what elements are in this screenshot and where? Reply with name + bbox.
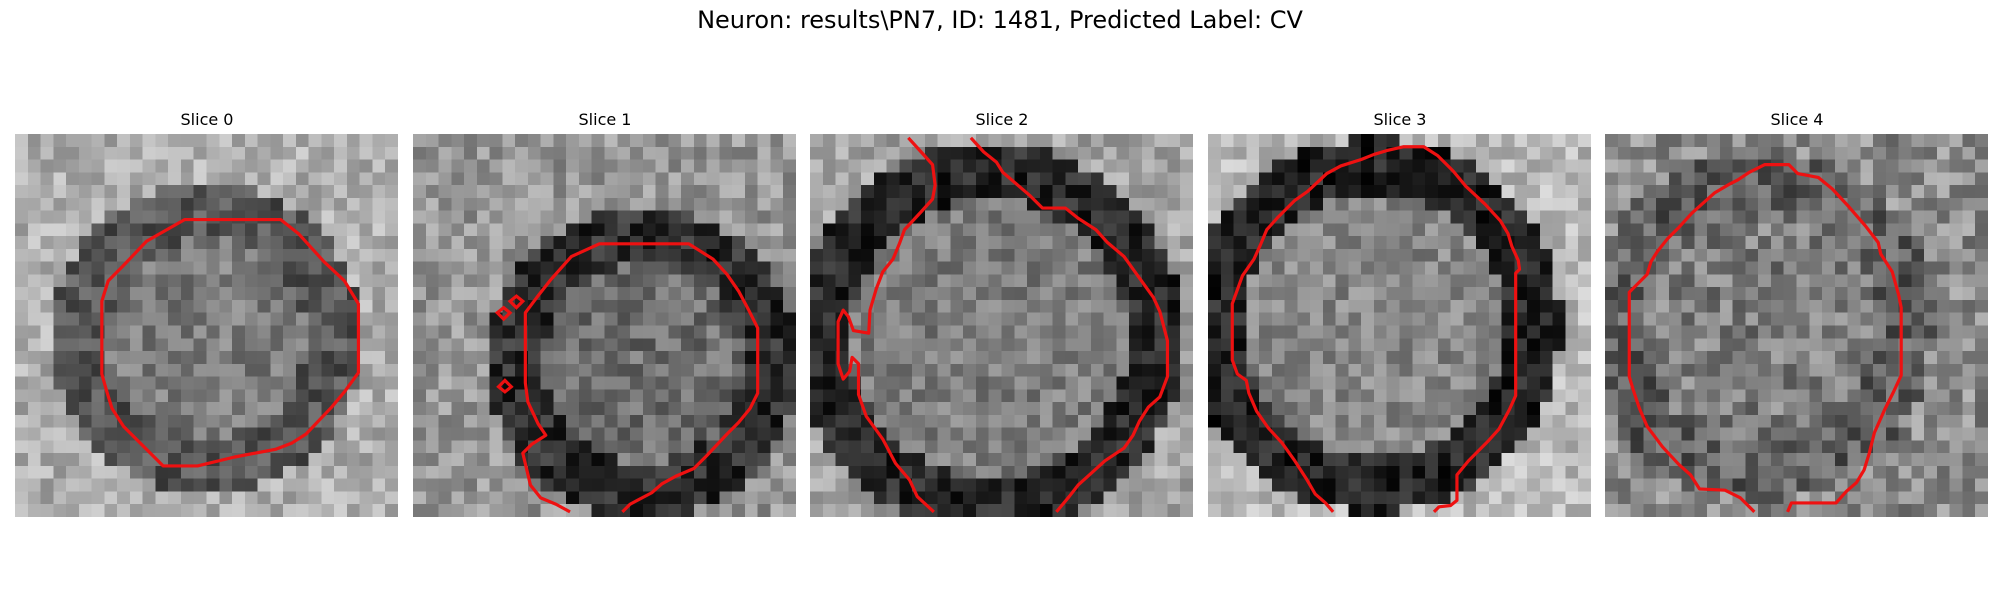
- contour-outline: [1627, 163, 1903, 514]
- slice-panel-3: Slice 3: [1208, 110, 1592, 517]
- contour-outline: [1230, 145, 1522, 514]
- slice-panel-0: Slice 0: [15, 110, 399, 517]
- slice-image: [413, 134, 796, 517]
- slice-title: Slice 1: [578, 110, 632, 129]
- slice-panel-2: Slice 2: [810, 110, 1194, 517]
- slice-title: Slice 4: [1770, 110, 1824, 129]
- slice-image: [1208, 134, 1591, 517]
- slice-image: [15, 134, 398, 517]
- slice-title: Slice 2: [975, 110, 1029, 129]
- slice-panel-1: Slice 1: [413, 110, 797, 517]
- slice-image: [1605, 134, 1988, 517]
- slice-title: Slice 0: [180, 110, 234, 129]
- contour-outline: [836, 136, 937, 514]
- contour-outline: [521, 242, 760, 514]
- figure-title: Neuron: results\PN7, ID: 1481, Predicted…: [697, 6, 1303, 34]
- slice-panel-4: Slice 4: [1605, 110, 1989, 517]
- contour-outline: [100, 217, 361, 468]
- slice-title: Slice 3: [1373, 110, 1427, 129]
- slice-image: [810, 134, 1193, 517]
